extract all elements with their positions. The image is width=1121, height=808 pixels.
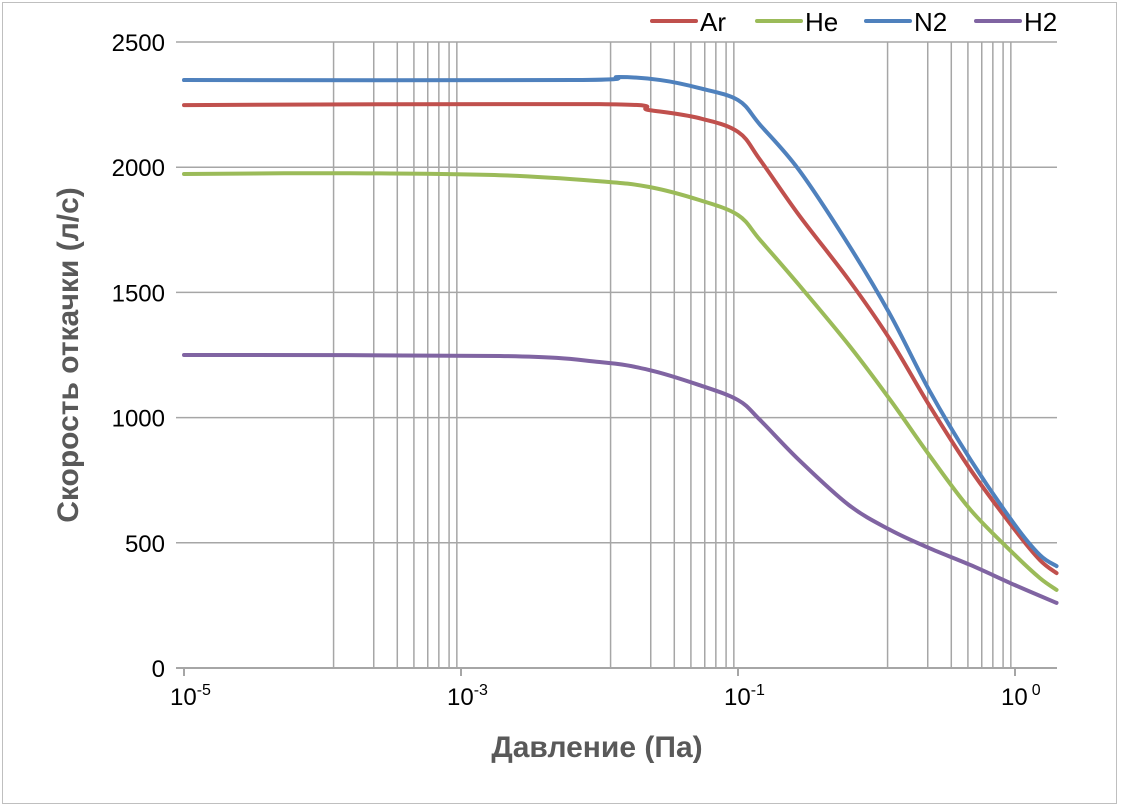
- x-tick-exponent: -1: [751, 682, 765, 699]
- x-tick-label: 10-1: [724, 682, 765, 711]
- x-tick-exponent: 0: [1032, 682, 1041, 699]
- series-line-ar: [182, 101, 1059, 576]
- legend-label-he: He: [805, 7, 838, 37]
- y-tick-labels: 0 500 1000 1500 2000 2500: [112, 30, 165, 683]
- series-line-he: [182, 171, 1059, 592]
- y-tick-label: 1500: [112, 280, 165, 307]
- x-tick-base: 10: [724, 684, 751, 711]
- series-lines: [182, 75, 1059, 605]
- y-tick-label: 0: [152, 656, 165, 683]
- series-line-h2: [182, 353, 1059, 605]
- legend-label-ar: Ar: [700, 7, 726, 37]
- x-tick-base: 10: [1001, 684, 1028, 711]
- x-tick-exponent: -3: [474, 682, 488, 699]
- legend-label-h2: H2: [1024, 7, 1057, 37]
- x-tick-label: 10-3: [447, 682, 488, 711]
- x-axis-title: Давление (Па): [491, 731, 702, 764]
- y-tick-label: 2000: [112, 155, 165, 182]
- x-tick-base: 10: [447, 684, 474, 711]
- x-tick-base: 10: [170, 684, 197, 711]
- series-line-n2: [182, 75, 1059, 569]
- grid: [176, 41, 1057, 676]
- x-tick-labels: 10-5 10-3 10-1 10 0: [170, 682, 1041, 711]
- y-axis-title: Скорость откачки (л/с): [52, 187, 85, 523]
- x-tick-label: 10-5: [170, 682, 211, 711]
- y-tick-label: 2500: [112, 30, 165, 57]
- legend: Ar He N2 H2: [650, 7, 1057, 37]
- legend-label-n2: N2: [914, 7, 947, 37]
- x-tick-label: 10 0: [1001, 682, 1041, 711]
- x-tick-exponent: -5: [197, 682, 211, 699]
- y-tick-label: 1000: [112, 406, 165, 433]
- y-tick-label: 500: [125, 531, 165, 558]
